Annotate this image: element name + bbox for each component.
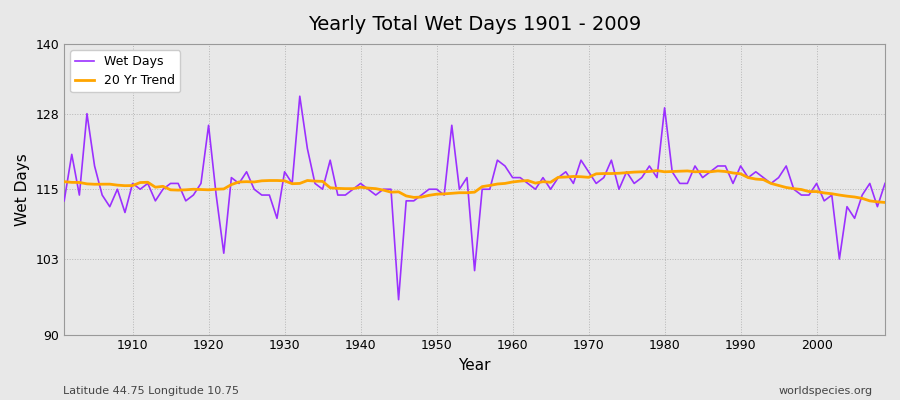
Wet Days: [614, 187, 625, 192]
20 Yr Trend: [58, 179, 69, 184]
20 Yr Trend: [598, 171, 609, 176]
Wet Days: [58, 198, 69, 203]
Wet Days: [120, 210, 130, 215]
Title: Yearly Total Wet Days 1901 - 2009: Yearly Total Wet Days 1901 - 2009: [308, 15, 641, 34]
Wet Days: [515, 175, 526, 180]
Legend: Wet Days, 20 Yr Trend: Wet Days, 20 Yr Trend: [70, 50, 180, 92]
Line: Wet Days: Wet Days: [64, 96, 885, 300]
20 Yr Trend: [500, 181, 510, 186]
Wet Days: [287, 181, 298, 186]
Y-axis label: Wet Days: Wet Days: [15, 153, 30, 226]
20 Yr Trend: [120, 183, 130, 188]
Text: worldspecies.org: worldspecies.org: [778, 386, 873, 396]
20 Yr Trend: [287, 181, 298, 186]
20 Yr Trend: [332, 186, 343, 191]
20 Yr Trend: [508, 180, 518, 184]
Wet Days: [393, 297, 404, 302]
Wet Days: [294, 94, 305, 99]
X-axis label: Year: Year: [458, 358, 491, 373]
Wet Days: [340, 193, 351, 198]
Text: Latitude 44.75 Longitude 10.75: Latitude 44.75 Longitude 10.75: [63, 386, 239, 396]
20 Yr Trend: [652, 168, 662, 173]
Line: 20 Yr Trend: 20 Yr Trend: [64, 171, 885, 202]
Wet Days: [879, 181, 890, 186]
20 Yr Trend: [879, 200, 890, 205]
Wet Days: [522, 181, 533, 186]
